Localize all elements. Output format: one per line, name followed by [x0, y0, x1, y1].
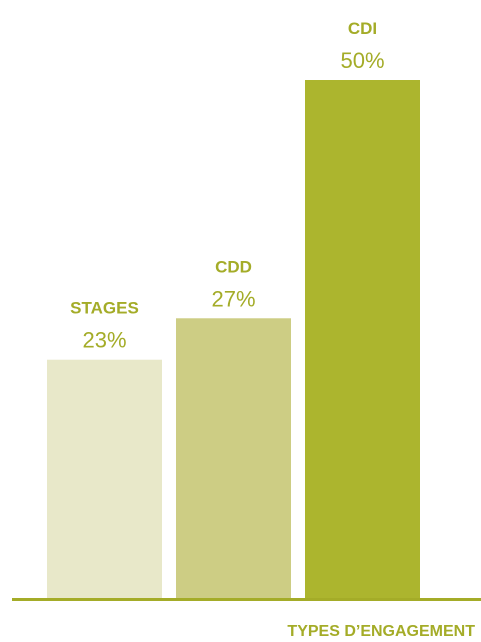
category-label-cdd: CDD	[215, 257, 252, 276]
value-label-cdi: 50%	[340, 48, 384, 73]
bar-cdi	[305, 80, 420, 598]
value-label-stages: 23%	[82, 328, 126, 353]
labels-group: STAGES 23% CDD 27% CDI 50%	[70, 19, 384, 353]
bar-stages	[47, 359, 162, 598]
x-axis-title: TYPES D’ENGAGEMENT	[287, 623, 475, 640]
category-label-cdi: CDI	[348, 19, 377, 38]
bars-group	[47, 80, 420, 598]
category-label-stages: STAGES	[70, 299, 139, 318]
value-label-cdd: 27%	[211, 286, 255, 311]
bar-cdd	[176, 318, 291, 598]
